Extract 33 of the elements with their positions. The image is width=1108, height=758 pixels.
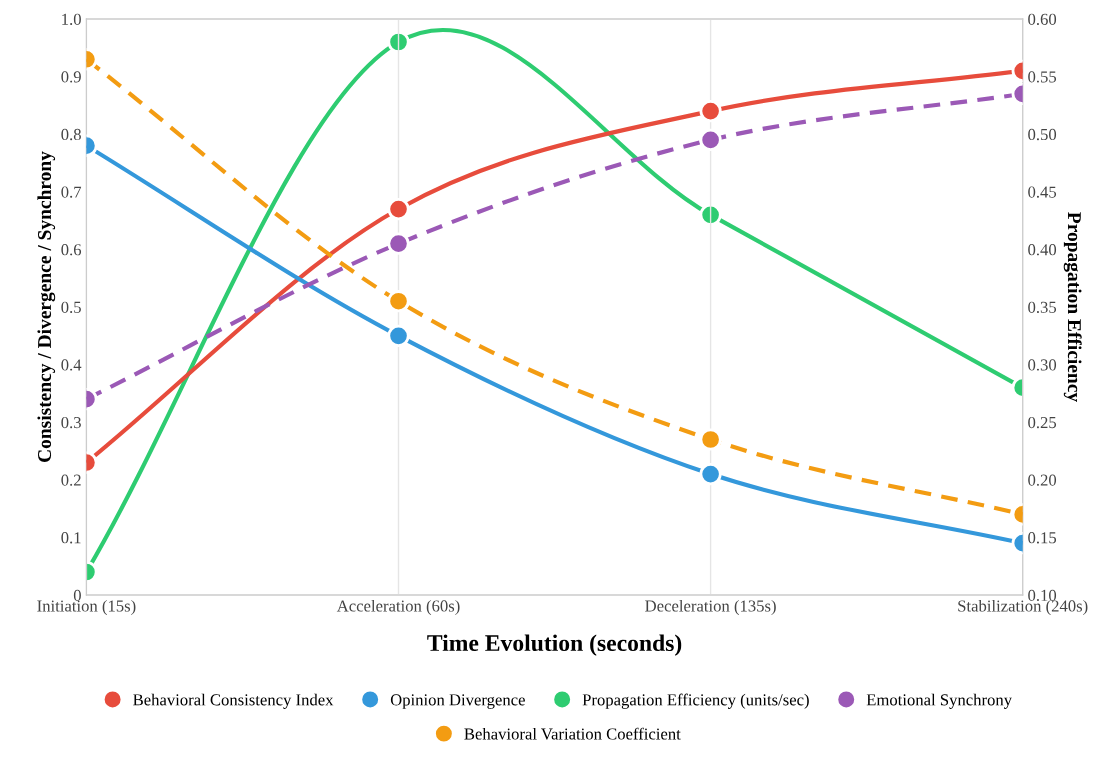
y2-tick-label: 0.35 <box>1028 301 1057 314</box>
legend-label: Behavioral Consistency Index <box>133 693 334 709</box>
y2-tick-label: 0.55 <box>1028 71 1057 83</box>
x-tick-label: Deceleration (135s) <box>645 599 776 616</box>
y-tick-label: 0.1 <box>61 532 81 544</box>
y2-tick-label: 0.50 <box>1028 128 1057 141</box>
y-axis-title: Consistency / Divergence / Synchrony <box>37 151 56 462</box>
y2-tick-label: 0.20 <box>1028 474 1057 486</box>
y-tick-label: 0.8 <box>61 128 81 141</box>
y-tick-label: 0.4 <box>61 359 82 371</box>
x-axis-title: Time Evolution (seconds) <box>427 634 682 656</box>
y2-tick-label: 0.30 <box>1028 359 1057 371</box>
y-tick-label: 0 <box>73 589 81 601</box>
legend-label: Behavioral Variation Coefficient <box>464 727 681 740</box>
y2-tick-label: 0.40 <box>1028 244 1057 256</box>
y2-tick-label: 0.25 <box>1028 416 1057 429</box>
y-tick-label: 1.0 <box>62 13 81 25</box>
x-tick-label: Acceleration (60s) <box>336 599 460 616</box>
y2-axis-title: Propagation Efficiency <box>1063 212 1082 402</box>
y2-tick-label: 0.10 <box>1028 589 1057 602</box>
y-tick-label: 0.5 <box>61 301 81 314</box>
y-tick-label: 0.7 <box>61 186 82 198</box>
y2-tick-label: 0.15 <box>1028 532 1057 544</box>
legend-label: Opinion Divergence <box>390 694 525 709</box>
legend-label: Emotional Synchrony <box>866 693 1012 709</box>
y-tick-label: 0.9 <box>61 71 81 83</box>
y2-tick-label: 0.45 <box>1028 186 1057 198</box>
y2-tick-label: 0.60 <box>1028 13 1057 25</box>
legend-label: Propagation Efficiency (units/sec) <box>582 693 809 709</box>
y-tick-label: 0.2 <box>61 474 81 486</box>
y-tick-label: 0.3 <box>61 416 81 429</box>
x-tick-label: Initiation (15s) <box>37 599 136 616</box>
y-tick-label: 0.6 <box>61 244 82 256</box>
